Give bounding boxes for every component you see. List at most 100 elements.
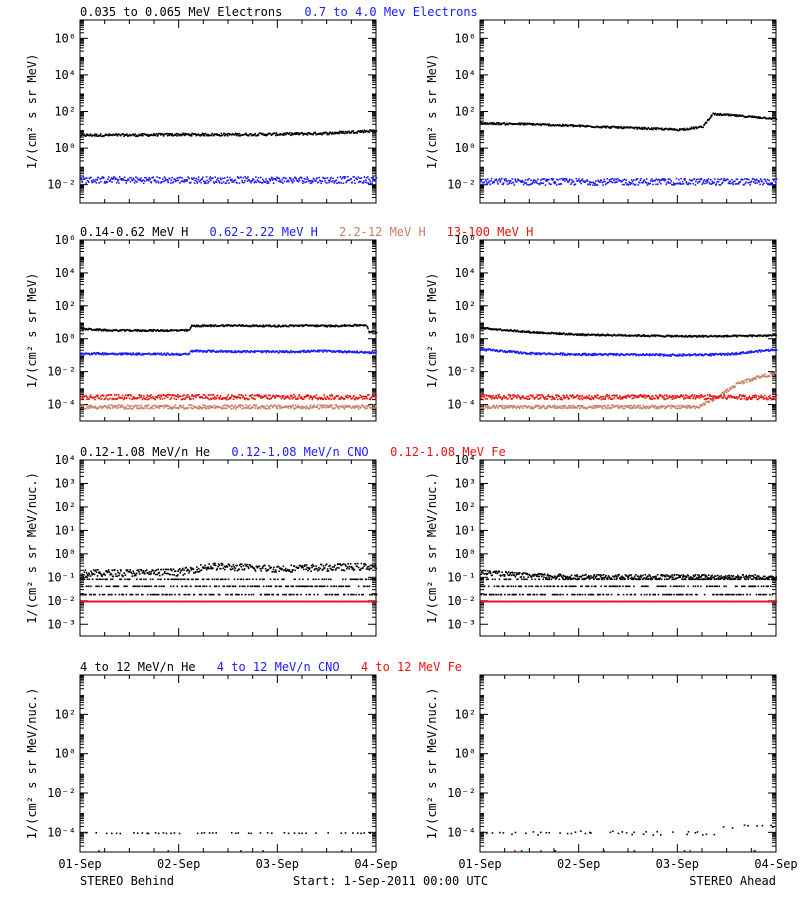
data-point [739,114,742,117]
data-point [84,177,87,180]
data-point [538,183,540,185]
data-point [611,181,614,184]
data-point [631,179,633,181]
data-point [540,353,542,356]
data-point [130,404,132,407]
data-point [212,181,215,183]
data-point [223,404,226,407]
data-point [655,334,658,337]
data-point [153,134,156,136]
data-point [360,407,362,409]
data-point [164,353,166,355]
data-point [603,125,606,128]
data-point [340,396,343,399]
data-point [96,395,99,398]
data-point [515,352,518,354]
data-point [99,397,101,400]
data-point [252,134,254,136]
data-point [543,352,546,354]
data-point [222,397,224,399]
data-point [635,354,637,357]
data-point [187,407,190,409]
data-point [266,182,268,185]
data-point [260,132,263,135]
data-point [300,132,302,135]
data-point [300,407,302,410]
data-point [200,406,202,408]
data-point [242,405,244,407]
data-point [157,182,160,184]
data-point [559,353,561,356]
data-point [603,178,606,181]
data-point [570,183,572,185]
data-point [642,180,645,183]
data-point [173,394,176,396]
data-point [125,180,128,182]
data-point [194,406,196,408]
data-point [86,398,88,401]
data-point [137,397,139,399]
data-point [212,177,214,180]
data-point [487,349,489,351]
data-point [511,178,514,180]
data-point [120,354,122,356]
data-point [600,126,602,128]
data-point [288,133,290,135]
data-point [114,352,116,355]
data-point [632,127,634,129]
data-point [241,325,243,327]
data-point [582,353,585,356]
data-point [616,177,619,180]
data-point [271,179,274,181]
data-point [171,329,173,331]
data-point [610,127,612,129]
data-point [491,182,494,185]
data-point [147,178,150,181]
data-point [531,123,533,125]
data-point [614,181,617,183]
data-point [249,351,251,354]
data-point [222,325,225,327]
data-point [216,350,218,352]
data-point [156,135,159,137]
data-point [575,333,577,335]
data-point [761,180,763,183]
data-point [167,407,169,410]
data-point [216,134,219,136]
y-axis-label: 1/(cm² s sr MeV) [425,273,439,389]
data-point [187,353,189,356]
data-point [508,351,511,353]
data-point [88,134,91,137]
data-point [675,355,677,357]
data-point [105,180,108,183]
data-point [126,408,128,410]
data-point [122,398,125,401]
data-point [102,330,105,332]
data-point [722,335,724,337]
y-tick-label: 10⁶ [454,31,476,45]
data-point [223,325,225,328]
data-point [230,404,233,406]
data-point [533,332,535,334]
data-point [114,398,117,400]
data-point [275,132,278,134]
data-point [226,405,229,407]
data-point [375,395,377,397]
data-point [235,396,237,398]
data-point [223,407,225,410]
data-point [203,407,205,409]
data-point [301,350,304,352]
data-point [529,351,532,354]
data-point [651,178,653,180]
data-point [521,122,523,125]
data-point [233,324,235,327]
data-point [284,324,287,327]
data-point [225,397,228,399]
data-point [265,394,267,397]
data-point [532,123,534,125]
data-point [710,116,712,118]
data-point [95,182,98,184]
data-point [216,406,219,409]
data-point [631,334,634,337]
data-point [588,183,590,185]
